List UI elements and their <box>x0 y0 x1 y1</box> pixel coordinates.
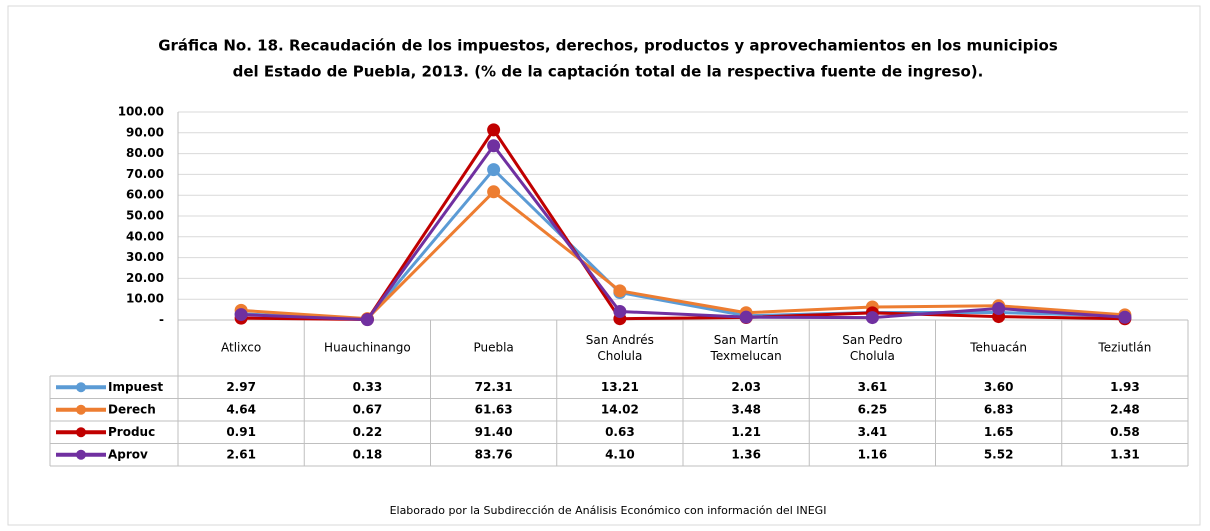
data-point <box>739 310 753 324</box>
legend-marker <box>76 427 86 438</box>
table-cell: 0.18 <box>353 447 383 461</box>
table-cell: 0.33 <box>353 380 383 394</box>
table-cell: 1.93 <box>1110 380 1140 394</box>
series-line <box>241 144 1125 322</box>
x-tick-label: Atlixco <box>221 341 261 355</box>
y-tick-label: 30.00 <box>126 250 164 264</box>
series-line <box>241 128 1125 322</box>
data-point <box>992 302 1006 316</box>
table-cell: 2.61 <box>226 447 256 461</box>
data-point <box>234 308 248 322</box>
y-tick-label: 20.00 <box>126 271 164 285</box>
table-cell: 61.63 <box>475 402 513 416</box>
legend-marker <box>76 449 86 460</box>
chart-title: Gráfica No. 18. Recaudación de los impue… <box>158 37 1058 55</box>
chart-frame <box>7 5 1201 526</box>
series-line <box>241 168 1125 321</box>
table-cell: 91.40 <box>475 425 513 439</box>
table-cell: 6.83 <box>984 402 1014 416</box>
y-tick-label: 70.00 <box>126 167 164 181</box>
data-point <box>360 313 374 327</box>
data-point <box>487 139 501 153</box>
data-point <box>487 185 501 199</box>
legend-marker <box>76 382 86 393</box>
table-cell: 0.67 <box>353 402 383 416</box>
y-tick-label: 40.00 <box>126 229 164 243</box>
table-cell: 1.16 <box>858 447 888 461</box>
table-cell: 4.10 <box>605 447 635 461</box>
table-cell: 72.31 <box>475 380 513 394</box>
data-point <box>613 304 627 318</box>
x-tick-label: San Martín Texmelucan <box>710 333 782 363</box>
legend-label: Aprov <box>108 447 148 461</box>
y-tick-label: 60.00 <box>126 188 164 202</box>
table-cell: 5.52 <box>984 447 1014 461</box>
x-tick-label: San Pedro Cholula <box>842 333 902 363</box>
x-tick-label: Puebla <box>473 341 513 355</box>
table-cell: 6.25 <box>858 402 888 416</box>
table-cell: 4.64 <box>226 402 256 416</box>
legend-label: Produc <box>108 425 155 439</box>
y-tick-label: - <box>159 313 164 327</box>
table-cell: 1.65 <box>984 425 1014 439</box>
table-cell: 1.21 <box>731 425 761 439</box>
table-cell: 14.02 <box>601 402 639 416</box>
table-cell: 2.97 <box>226 380 256 394</box>
legend-label: Derech <box>108 402 156 416</box>
x-tick-label: Huauchinango <box>324 341 411 355</box>
table-cell: 3.60 <box>984 380 1014 394</box>
table-cell: 0.63 <box>605 425 635 439</box>
table-cell: 13.21 <box>601 380 639 394</box>
table-cell: 0.58 <box>1110 425 1140 439</box>
y-tick-label: 90.00 <box>126 125 164 139</box>
data-point <box>1118 310 1132 324</box>
table-cell: 0.91 <box>226 425 256 439</box>
table-cell: 2.03 <box>731 380 761 394</box>
table-cell: 3.61 <box>858 380 888 394</box>
data-point <box>865 311 879 325</box>
y-tick-label: 80.00 <box>126 146 164 160</box>
legend-label: Impuest <box>108 380 163 394</box>
x-tick-label: Teziutlán <box>1097 341 1151 355</box>
series-line <box>241 190 1125 321</box>
table-cell: 3.48 <box>731 402 761 416</box>
y-tick-label: 10.00 <box>126 292 164 306</box>
y-tick-label: 50.00 <box>126 209 164 223</box>
data-point <box>487 163 501 177</box>
legend-marker <box>76 404 86 415</box>
table-cell: 3.41 <box>858 425 888 439</box>
table-cell: 83.76 <box>475 447 513 461</box>
table-cell: 2.48 <box>1110 402 1140 416</box>
x-tick-label: Tehuacán <box>969 341 1027 355</box>
data-point <box>487 123 501 137</box>
y-tick-label: 100.00 <box>118 105 164 119</box>
source-note: Elaborado por la Subdirección de Análisi… <box>390 504 827 517</box>
table-cell: 0.22 <box>353 425 383 439</box>
data-point <box>613 284 627 298</box>
table-cell: 1.36 <box>731 447 761 461</box>
chart-title: del Estado de Puebla, 2013. (% de la cap… <box>233 63 984 81</box>
x-tick-label: San Andrés Cholula <box>586 333 654 363</box>
table-cell: 1.31 <box>1110 447 1140 461</box>
